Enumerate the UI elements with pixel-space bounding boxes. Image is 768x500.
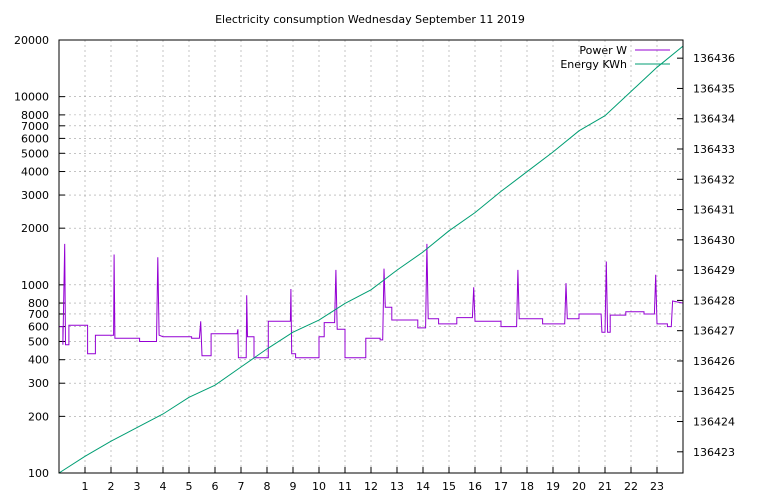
y-right-tick-label: 136427 bbox=[693, 325, 735, 338]
x-tick-label: 14 bbox=[416, 480, 430, 493]
x-tick-label: 2 bbox=[108, 480, 115, 493]
x-tick-label: 17 bbox=[494, 480, 508, 493]
x-tick-label: 7 bbox=[238, 480, 245, 493]
y-left-tick-label: 800 bbox=[28, 297, 49, 310]
x-tick-label: 13 bbox=[390, 480, 404, 493]
y-right-tick-label: 136424 bbox=[693, 416, 735, 429]
series-lines bbox=[58, 45, 684, 474]
x-tick-label: 10 bbox=[312, 480, 326, 493]
y-left-tick-label: 2000 bbox=[21, 222, 49, 235]
y-left-tick-label: 400 bbox=[28, 354, 49, 367]
y-left-tick-label: 100 bbox=[28, 467, 49, 480]
y-right-tick-label: 136436 bbox=[693, 52, 735, 65]
y-right-tick-label: 136428 bbox=[693, 294, 735, 307]
x-tick-label: 18 bbox=[520, 480, 534, 493]
x-tick-label: 23 bbox=[650, 480, 664, 493]
x-tick-label: 21 bbox=[598, 480, 612, 493]
x-tick-label: 4 bbox=[160, 480, 167, 493]
y-left-tick-label: 20000 bbox=[14, 34, 49, 47]
y-right-tick-label: 136423 bbox=[693, 446, 735, 459]
x-tick-label: 19 bbox=[546, 480, 560, 493]
series-line-0 bbox=[59, 243, 684, 359]
y-left-tick-label: 5000 bbox=[21, 147, 49, 160]
x-tick-label: 20 bbox=[572, 480, 586, 493]
y-right-tick-label: 136425 bbox=[693, 385, 735, 398]
x-tick-label: 1 bbox=[82, 480, 89, 493]
y-right-tick-label: 136426 bbox=[693, 355, 735, 368]
y-right-tick-label: 136434 bbox=[693, 113, 735, 126]
y-left-tick-label: 200 bbox=[28, 410, 49, 423]
x-tick-label: 5 bbox=[186, 480, 193, 493]
y-left-tick-label: 6000 bbox=[21, 132, 49, 145]
y-right-tick-label: 136433 bbox=[693, 143, 735, 156]
x-tick-label: 6 bbox=[212, 480, 219, 493]
grid bbox=[59, 40, 683, 473]
legend-label: Power W bbox=[579, 44, 627, 57]
y-right-tick-label: 136430 bbox=[693, 234, 735, 247]
y-left-tick-label: 300 bbox=[28, 377, 49, 390]
axis-ticks: 1 2 3 4 5 6 7 8 9 10 11 12 13 14 15 16 17 18 19 20 21 22 23100… bbox=[14, 34, 735, 493]
x-tick-label: 16 bbox=[468, 480, 482, 493]
y-right-tick-label: 136431 bbox=[693, 204, 735, 217]
x-tick-label: 22 bbox=[624, 480, 638, 493]
y-right-tick-label: 136429 bbox=[693, 264, 735, 277]
x-tick-label: 12 bbox=[364, 480, 378, 493]
chart-title: Electricity consumption Wednesday Septem… bbox=[215, 13, 525, 26]
y-left-tick-label: 4000 bbox=[21, 166, 49, 179]
y-left-tick-label: 600 bbox=[28, 321, 49, 334]
y-right-tick-label: 136435 bbox=[693, 82, 735, 95]
x-tick-label: 8 bbox=[264, 480, 271, 493]
y-left-tick-label: 3000 bbox=[21, 189, 49, 202]
x-tick-label: 15 bbox=[442, 480, 456, 493]
y-left-tick-label: 7000 bbox=[21, 120, 49, 133]
plot-frame bbox=[58, 39, 684, 474]
x-tick-label: 3 bbox=[134, 480, 141, 493]
y-left-tick-label: 10000 bbox=[14, 91, 49, 104]
y-left-tick-label: 500 bbox=[28, 335, 49, 348]
legend-label: Energy KWh bbox=[560, 58, 627, 71]
x-tick-label: 9 bbox=[290, 480, 297, 493]
y-right-tick-label: 136432 bbox=[693, 173, 735, 186]
y-left-tick-label: 700 bbox=[28, 308, 49, 321]
y-left-tick-label: 1000 bbox=[21, 279, 49, 292]
series-line-1 bbox=[58, 45, 684, 474]
y-left-tick-label: 8000 bbox=[21, 109, 49, 122]
x-tick-label: 11 bbox=[338, 480, 352, 493]
